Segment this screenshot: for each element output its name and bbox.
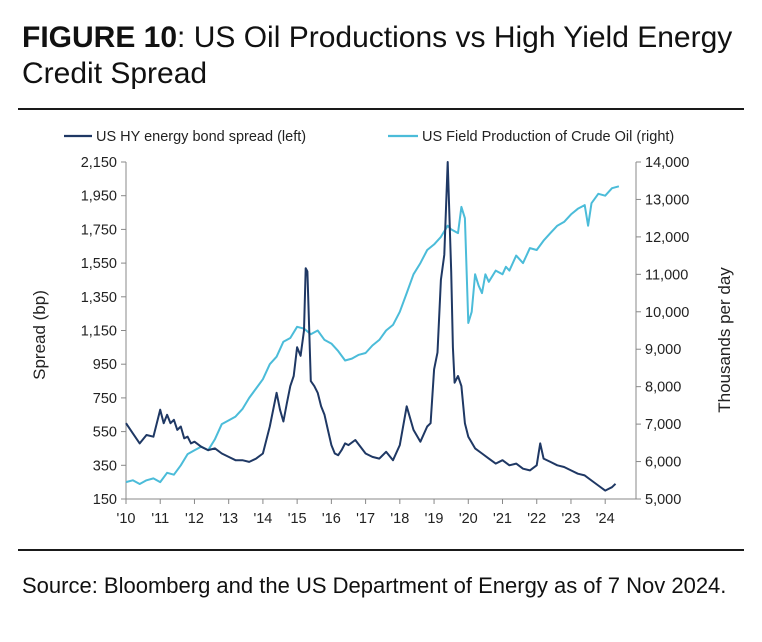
figure-label: FIGURE 10: [22, 21, 178, 54]
x-tick-label: '21: [493, 511, 512, 527]
dual-axis-line-chart: US HY energy bond spread (left) US Field…: [30, 129, 734, 527]
x-tick-label: '14: [253, 511, 272, 527]
x-tick-label: '20: [459, 511, 478, 527]
y-right-tick-label: 11,000: [645, 267, 688, 283]
x-tick-label: '22: [527, 511, 546, 527]
y-left-tick-label: 950: [93, 357, 117, 373]
series-line-crude-oil-production: [125, 185, 620, 485]
x-tick-label: '13: [219, 511, 238, 527]
y-right-tick-label: 5,000: [645, 492, 681, 508]
bottom-divider: [18, 549, 744, 551]
source-note: Source: Bloomberg and the US Department …: [22, 573, 727, 598]
y-left-tick-label: 550: [93, 425, 117, 441]
y-axis-left-label: Spread (bp): [30, 290, 49, 380]
y-right-tick-label: 6,000: [645, 455, 681, 471]
y-right-tick-label: 10,000: [645, 305, 689, 321]
y-right-tick-label: 14,000: [645, 155, 689, 171]
y-right-tick-label: 13,000: [645, 192, 689, 208]
x-tick-label: '10: [117, 511, 136, 527]
x-tick-label: '24: [596, 511, 615, 527]
y-right-tick-label: 9,000: [645, 342, 681, 358]
y-right-tick-label: 7,000: [645, 417, 681, 433]
x-tick-label: '17: [356, 511, 375, 527]
y-left-tick-label: 2,150: [81, 155, 117, 171]
x-tick-label: '19: [425, 511, 444, 527]
x-tick-label: '15: [288, 511, 307, 527]
y-right-tick-label: 12,000: [645, 230, 689, 246]
x-tick-label: '23: [562, 511, 581, 527]
x-tick-label: '18: [390, 511, 409, 527]
series-line-hy-energy-spread: [125, 161, 617, 492]
y-left-tick-label: 750: [93, 391, 117, 407]
y-left-tick-label: 350: [93, 458, 117, 474]
y-left-tick-label: 1,750: [81, 222, 117, 238]
series-group: [125, 161, 620, 492]
figure-title-text: : US Oil Productions vs High Yield Energ…: [22, 21, 733, 90]
y-left-tick-label: 1,550: [81, 256, 117, 272]
axes: 2,150 1,950 1,750 1,550 1,350 1,150 950 750 550 3…: [81, 155, 690, 527]
y-left-tick-label: 1,150: [81, 324, 117, 340]
x-tick-label: '11: [151, 511, 169, 527]
legend-label-production: US Field Production of Crude Oil (right): [422, 129, 674, 145]
y-axis-right-label: Thousands per day: [715, 267, 734, 413]
legend-label-spread: US HY energy bond spread (left): [96, 129, 306, 145]
y-left-tick-label: 1,950: [81, 189, 117, 205]
x-tick-label: '12: [185, 511, 204, 527]
y-right-tick-label: 8,000: [645, 380, 681, 396]
chart-title: FIGURE 10: US Oil Productions vs High Yi…: [22, 20, 752, 92]
x-tick-label: '16: [322, 511, 341, 527]
legend: US HY energy bond spread (left) US Field…: [64, 129, 674, 145]
y-left-tick-label: 150: [93, 492, 117, 508]
top-divider: [18, 108, 744, 110]
y-left-tick-label: 1,350: [81, 290, 117, 306]
